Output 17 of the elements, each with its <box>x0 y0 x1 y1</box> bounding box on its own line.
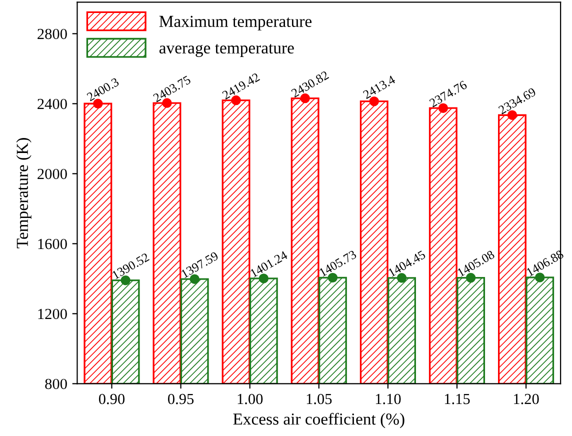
x-tick-label: 1.05 <box>306 394 332 404</box>
x-axis-title: Excess air coefficient (%) <box>233 412 404 428</box>
x-tick-label: 1.15 <box>444 394 470 404</box>
x-tick-label: 1.00 <box>238 394 263 404</box>
y-axis-title: Temperature (K) <box>16 138 32 248</box>
x-tick-label: 1.20 <box>514 394 539 404</box>
y-tick-label: 800 <box>45 378 67 390</box>
y-tick-label: 1200 <box>38 308 67 320</box>
x-tick-label: 0.95 <box>168 394 194 404</box>
y-tick-label: 2000 <box>38 168 67 180</box>
x-tick-label: 0.90 <box>98 394 125 404</box>
x-tick-label: 1.10 <box>376 394 401 404</box>
y-tick-label: 2800 <box>38 28 67 40</box>
y-tick-label: 1600 <box>38 238 67 250</box>
legend-label: Maximum temperature <box>159 16 312 30</box>
y-tick-label: 2400 <box>38 98 67 110</box>
legend-label: average temperature <box>159 44 294 57</box>
